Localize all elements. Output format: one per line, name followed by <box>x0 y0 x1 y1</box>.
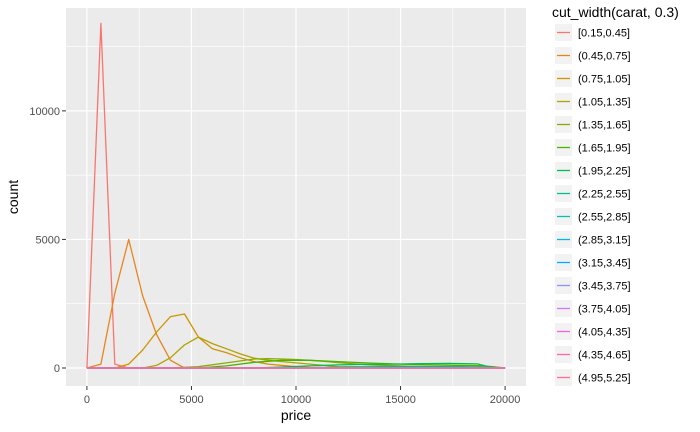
legend-label: (0.75,1.05] <box>578 74 631 86</box>
legend-label: (1.65,1.95] <box>578 143 631 155</box>
series-line <box>86 362 506 369</box>
series-line <box>86 336 506 369</box>
legend-item: (0.45,0.75] <box>555 47 631 64</box>
x-tick-label: 10000 <box>281 394 312 406</box>
y-tick-label: 5000 <box>36 234 60 246</box>
legend-item: (4.95,5.25] <box>555 369 631 386</box>
legend-items: [0.15,0.45] (0.45,0.75] (0.75,1.05] (1.05,1… <box>555 24 631 386</box>
legend-label: (3.75,4.05] <box>578 304 631 316</box>
legend-item: (2.55,2.85] <box>555 208 631 225</box>
legend-label: (4.35,4.65] <box>578 350 631 362</box>
y-tick-label: 10000 <box>29 106 60 118</box>
legend-item: (4.05,4.35] <box>555 323 631 340</box>
legend-item: (3.15,3.45] <box>555 254 631 271</box>
legend-label: (0.45,0.75] <box>578 51 631 63</box>
legend-item: (0.75,1.05] <box>555 70 631 87</box>
legend-label: (2.85,3.15] <box>578 235 631 247</box>
x-tick-label: 20000 <box>490 394 521 406</box>
legend-item: (1.05,1.35] <box>555 93 631 110</box>
legend-item: (2.85,3.15] <box>555 231 631 248</box>
legend-label: (1.95,2.25] <box>578 166 631 178</box>
legend-item: (1.65,1.95] <box>555 139 631 156</box>
x-tick-label: 5000 <box>179 394 203 406</box>
legend-label: (4.05,4.35] <box>578 327 631 339</box>
series-line <box>86 238 506 369</box>
legend-label: [0.15,0.45] <box>578 28 630 40</box>
legend-label: (1.35,1.65] <box>578 120 631 132</box>
legend-label: (2.25,2.55] <box>578 189 631 201</box>
legend-item: (3.45,3.75] <box>555 277 631 294</box>
legend-item: (1.35,1.65] <box>555 116 631 133</box>
series-lines <box>86 22 506 369</box>
legend-item: (2.25,2.55] <box>555 185 631 202</box>
y-axis-title: count <box>5 180 21 214</box>
series-line <box>86 313 506 369</box>
legend-item: (3.75,4.05] <box>555 300 631 317</box>
x-tick-label: 0 <box>84 394 90 406</box>
legend-item: [0.15,0.45] <box>555 24 630 41</box>
legend-label: (4.95,5.25] <box>578 373 631 385</box>
legend-item: (1.95,2.25] <box>555 162 631 179</box>
y-tick-label: 0 <box>54 363 60 375</box>
legend-label: (3.15,3.45] <box>578 258 631 270</box>
x-tick-label: 15000 <box>385 394 416 406</box>
legend: cut_width(carat, 0.3) [0.15,0.45] (0.45,0… <box>552 4 679 386</box>
series-line <box>86 359 506 369</box>
legend-title: cut_width(carat, 0.3) <box>552 4 679 20</box>
legend-label: (2.55,2.85] <box>578 212 631 224</box>
legend-label: (1.05,1.35] <box>578 97 631 109</box>
major-gridlines <box>66 8 526 386</box>
x-axis: 0 5000 10000 15000 20000 <box>84 386 521 406</box>
legend-label: (3.45,3.75] <box>578 281 631 293</box>
legend-item: (4.35,4.65] <box>555 346 631 363</box>
y-axis: 0 5000 10000 <box>29 106 66 375</box>
x-axis-title: price <box>281 407 312 423</box>
